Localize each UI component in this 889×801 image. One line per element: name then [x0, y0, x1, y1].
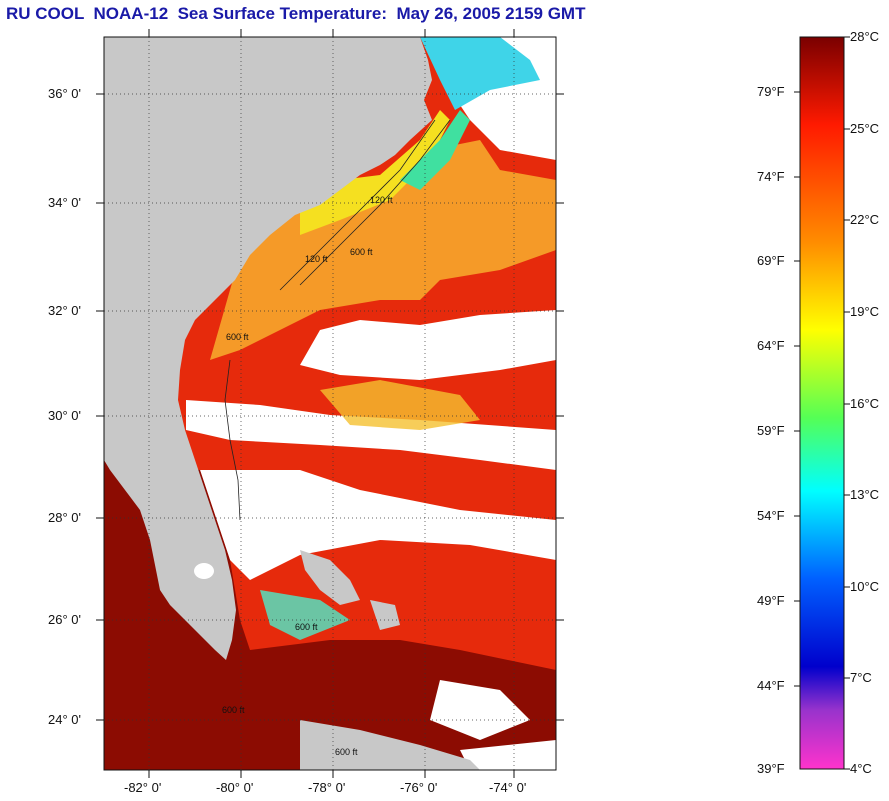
lat-label: 34° 0' [48, 195, 81, 210]
isobath-120ft [279, 119, 436, 291]
cloud-south-1 [430, 680, 530, 740]
colorbar-f-label: 59°F [757, 423, 785, 438]
colorbar-f-label: 54°F [757, 508, 785, 523]
colorbar [799, 36, 845, 770]
colorbar-c-label: 25°C [850, 121, 880, 136]
cuba [300, 720, 480, 770]
isobath-label: 600 ft [295, 622, 318, 632]
nearshore-cyan [400, 110, 470, 190]
mixed-patch [320, 380, 480, 430]
colorbar-c-label: 10°C [850, 579, 880, 594]
colorbar-f-label: 49°F [757, 593, 785, 608]
colorbar-f-label: 44°F [757, 678, 785, 693]
isobath-label: 600 ft [350, 247, 373, 257]
map-field [104, 37, 556, 770]
colorbar-c-label: 4°C [850, 761, 872, 776]
isobath-600ft [299, 119, 451, 286]
colorbar-c-label: 7°C [850, 670, 872, 685]
lon-label: -80° 0' [216, 780, 254, 795]
map-frame [103, 36, 557, 771]
cloud-south-2 [460, 740, 556, 770]
land-mass [104, 37, 432, 660]
colorbar-c-label: 22°C [850, 212, 880, 227]
colorbar-c-label: 28°C [850, 29, 880, 44]
colorbar-f-label: 39°F [757, 761, 785, 776]
isobath-florida [224, 359, 241, 521]
colorbar-c-label: 13°C [850, 487, 880, 502]
lat-label: 32° 0' [48, 303, 81, 318]
isobath-label: 600 ft [335, 747, 358, 757]
colorbar-c-label: 19°C [850, 304, 880, 319]
bahamas-islands-2 [370, 600, 400, 630]
shelf-water [210, 140, 556, 360]
lake-okeechobee [194, 563, 214, 579]
colorbar-c-label: 16°C [850, 396, 880, 411]
bahamas-cool-patch [260, 590, 350, 640]
lat-label: 28° 0' [48, 510, 81, 525]
cool-water-ne [420, 37, 540, 110]
colorbar-f-label: 74°F [757, 169, 785, 184]
lon-label: -82° 0' [124, 780, 162, 795]
bahamas-islands [300, 550, 360, 605]
colorbar-f-label: 69°F [757, 253, 785, 268]
nearshore-yellow [300, 110, 450, 235]
colorbar-ticks [794, 36, 850, 770]
graticule [104, 37, 556, 770]
lon-label: -76° 0' [400, 780, 438, 795]
isobath-label: 120 ft [370, 195, 393, 205]
lon-label: -74° 0' [489, 780, 527, 795]
ticks [96, 29, 564, 778]
colorbar-f-label: 79°F [757, 84, 785, 99]
isobath-label: 600 ft [226, 332, 249, 342]
colorbar-f-label: 64°F [757, 338, 785, 353]
map-title: RU COOL NOAA-12 Sea Surface Temperature:… [6, 4, 586, 23]
lat-label: 30° 0' [48, 408, 81, 423]
isobath-label: 120 ft [305, 254, 328, 264]
isobath-label: 600 ft [222, 705, 245, 715]
cloud-band-2 [186, 400, 556, 470]
lat-label: 36° 0' [48, 86, 81, 101]
lat-label: 24° 0' [48, 712, 81, 727]
cloud-band-3 [200, 470, 556, 580]
lon-label: -78° 0' [308, 780, 346, 795]
cloud-band-1 [300, 310, 556, 380]
lat-label: 26° 0' [48, 612, 81, 627]
